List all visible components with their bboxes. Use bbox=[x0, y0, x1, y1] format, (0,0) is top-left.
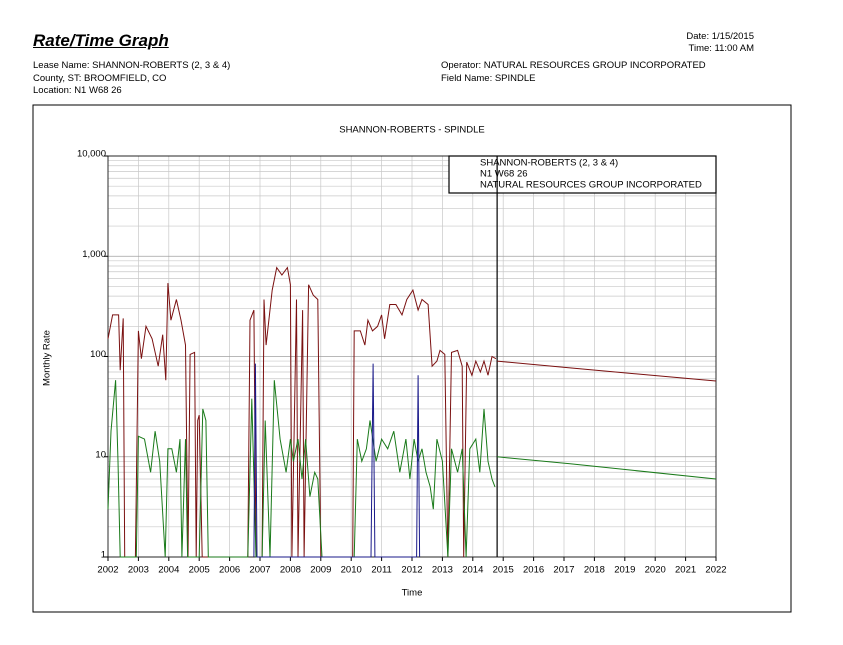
y-tick-label: 100 bbox=[90, 349, 106, 360]
chart-frame bbox=[32, 104, 792, 613]
x-tick-label: 2017 bbox=[553, 565, 574, 576]
field: Field Name: SPINDLE bbox=[441, 73, 536, 84]
x-tick-label: 2005 bbox=[189, 565, 210, 576]
x-tick-label: 2018 bbox=[584, 565, 605, 576]
chart-title: SHANNON-ROBERTS - SPINDLE bbox=[339, 125, 485, 136]
x-tick-label: 2008 bbox=[280, 565, 301, 576]
x-tick-label: 2016 bbox=[523, 565, 544, 576]
x-tick-label: 2022 bbox=[705, 565, 726, 576]
lease: Lease Name: SHANNON-ROBERTS (2, 3 & 4) bbox=[33, 60, 231, 71]
time: Time: 11:00 AM bbox=[688, 43, 754, 54]
county: County, ST: BROOMFIELD, CO bbox=[33, 73, 167, 84]
date: Date: 1/15/2015 bbox=[686, 31, 754, 42]
x-tick-label: 2012 bbox=[401, 565, 422, 576]
legend-box bbox=[448, 155, 717, 194]
plot: SHANNON-ROBERTS (2, 3 & 4)N1 W68 26NATUR… bbox=[107, 155, 717, 558]
y-tick-label: 10 bbox=[95, 449, 106, 460]
y-axis-label: Monthly Rate bbox=[42, 330, 53, 386]
series-line bbox=[253, 363, 421, 558]
report-title: Rate/Time Graph bbox=[33, 31, 169, 50]
grid: 2002 2003 2004 2005 2006 2007 2008 2009 2010 2011… bbox=[77, 149, 727, 576]
x-tick-label: 2002 bbox=[97, 565, 118, 576]
x-tick-label: 2020 bbox=[645, 565, 666, 576]
location: Location: N1 W68 26 bbox=[33, 85, 122, 96]
x-tick-label: 2015 bbox=[493, 565, 514, 576]
x-tick-label: 2004 bbox=[158, 565, 179, 576]
x-axis-label: Time bbox=[402, 588, 423, 599]
x-tick-label: 2013 bbox=[432, 565, 453, 576]
x-tick-label: 2003 bbox=[128, 565, 149, 576]
y-tick-label: 1 bbox=[101, 550, 106, 561]
x-tick-label: 2007 bbox=[249, 565, 270, 576]
series-line bbox=[107, 380, 496, 558]
y-tick-label: 10,000 bbox=[77, 149, 106, 160]
x-tick-label: 2021 bbox=[675, 565, 696, 576]
x-tick-label: 2014 bbox=[462, 565, 483, 576]
x-tick-label: 2010 bbox=[341, 565, 362, 576]
x-tick-label: 2019 bbox=[614, 565, 635, 576]
x-tick-label: 2009 bbox=[310, 565, 331, 576]
series-line bbox=[497, 360, 717, 382]
legend-line: NATURAL RESOURCES GROUP INCORPORATED bbox=[480, 180, 702, 191]
x-tick-label: 2006 bbox=[219, 565, 240, 576]
legend-line: N1 W68 26 bbox=[480, 169, 528, 180]
y-tick-label: 1,000 bbox=[82, 249, 106, 260]
series-line bbox=[497, 456, 717, 480]
operator: Operator: NATURAL RESOURCES GROUP INCORP… bbox=[441, 60, 706, 71]
legend-line: SHANNON-ROBERTS (2, 3 & 4) bbox=[480, 158, 618, 169]
x-tick-label: 2011 bbox=[371, 565, 391, 576]
